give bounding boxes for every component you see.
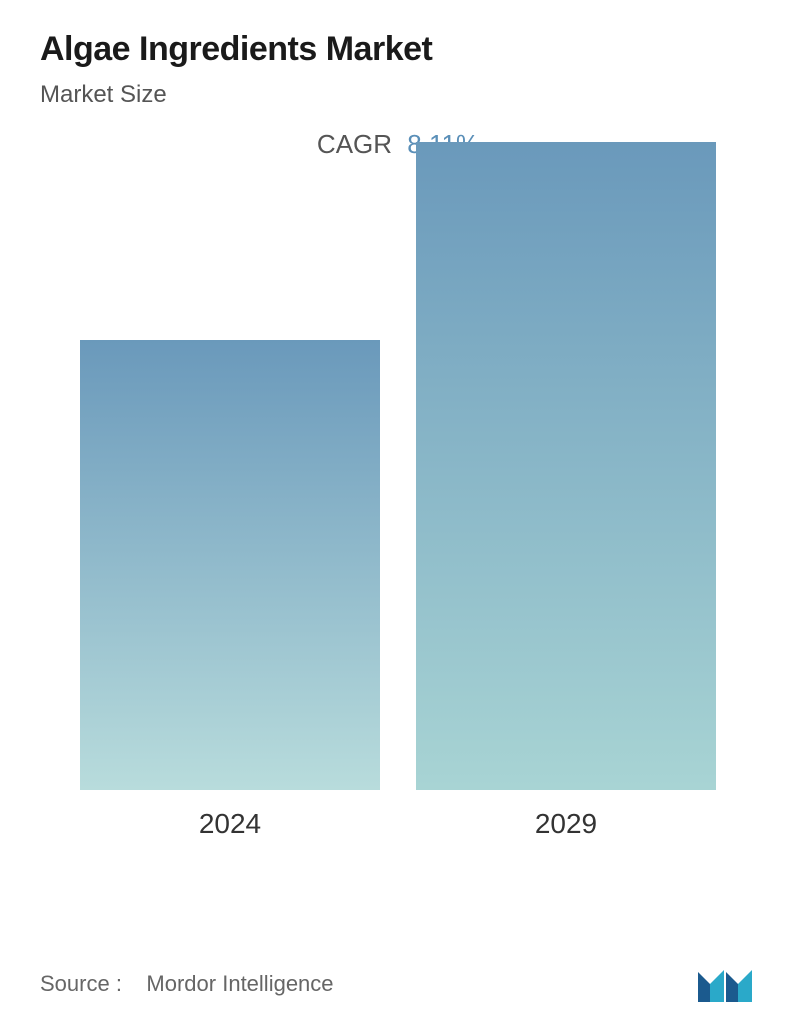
source-name: Mordor Intelligence <box>146 971 333 996</box>
chart-area: 2024 2029 <box>40 180 756 900</box>
chart-container: Algae Ingredients Market Market Size CAG… <box>0 0 796 1034</box>
source-text: Source : Mordor Intelligence <box>40 971 334 997</box>
bar-wrapper-2029: 2029 <box>416 142 716 840</box>
footer: Source : Mordor Intelligence <box>40 964 756 1004</box>
cagr-label: CAGR <box>317 129 392 159</box>
bar-label-2024: 2024 <box>80 808 380 840</box>
source-label: Source : <box>40 971 122 996</box>
chart-title: Algae Ingredients Market <box>40 30 756 69</box>
bar-label-2029: 2029 <box>416 808 716 840</box>
bar-2029 <box>416 142 716 790</box>
logo-icon <box>696 964 756 1004</box>
bar-2024 <box>80 340 380 790</box>
bar-wrapper-2024: 2024 <box>80 340 380 840</box>
chart-subtitle: Market Size <box>40 81 756 109</box>
